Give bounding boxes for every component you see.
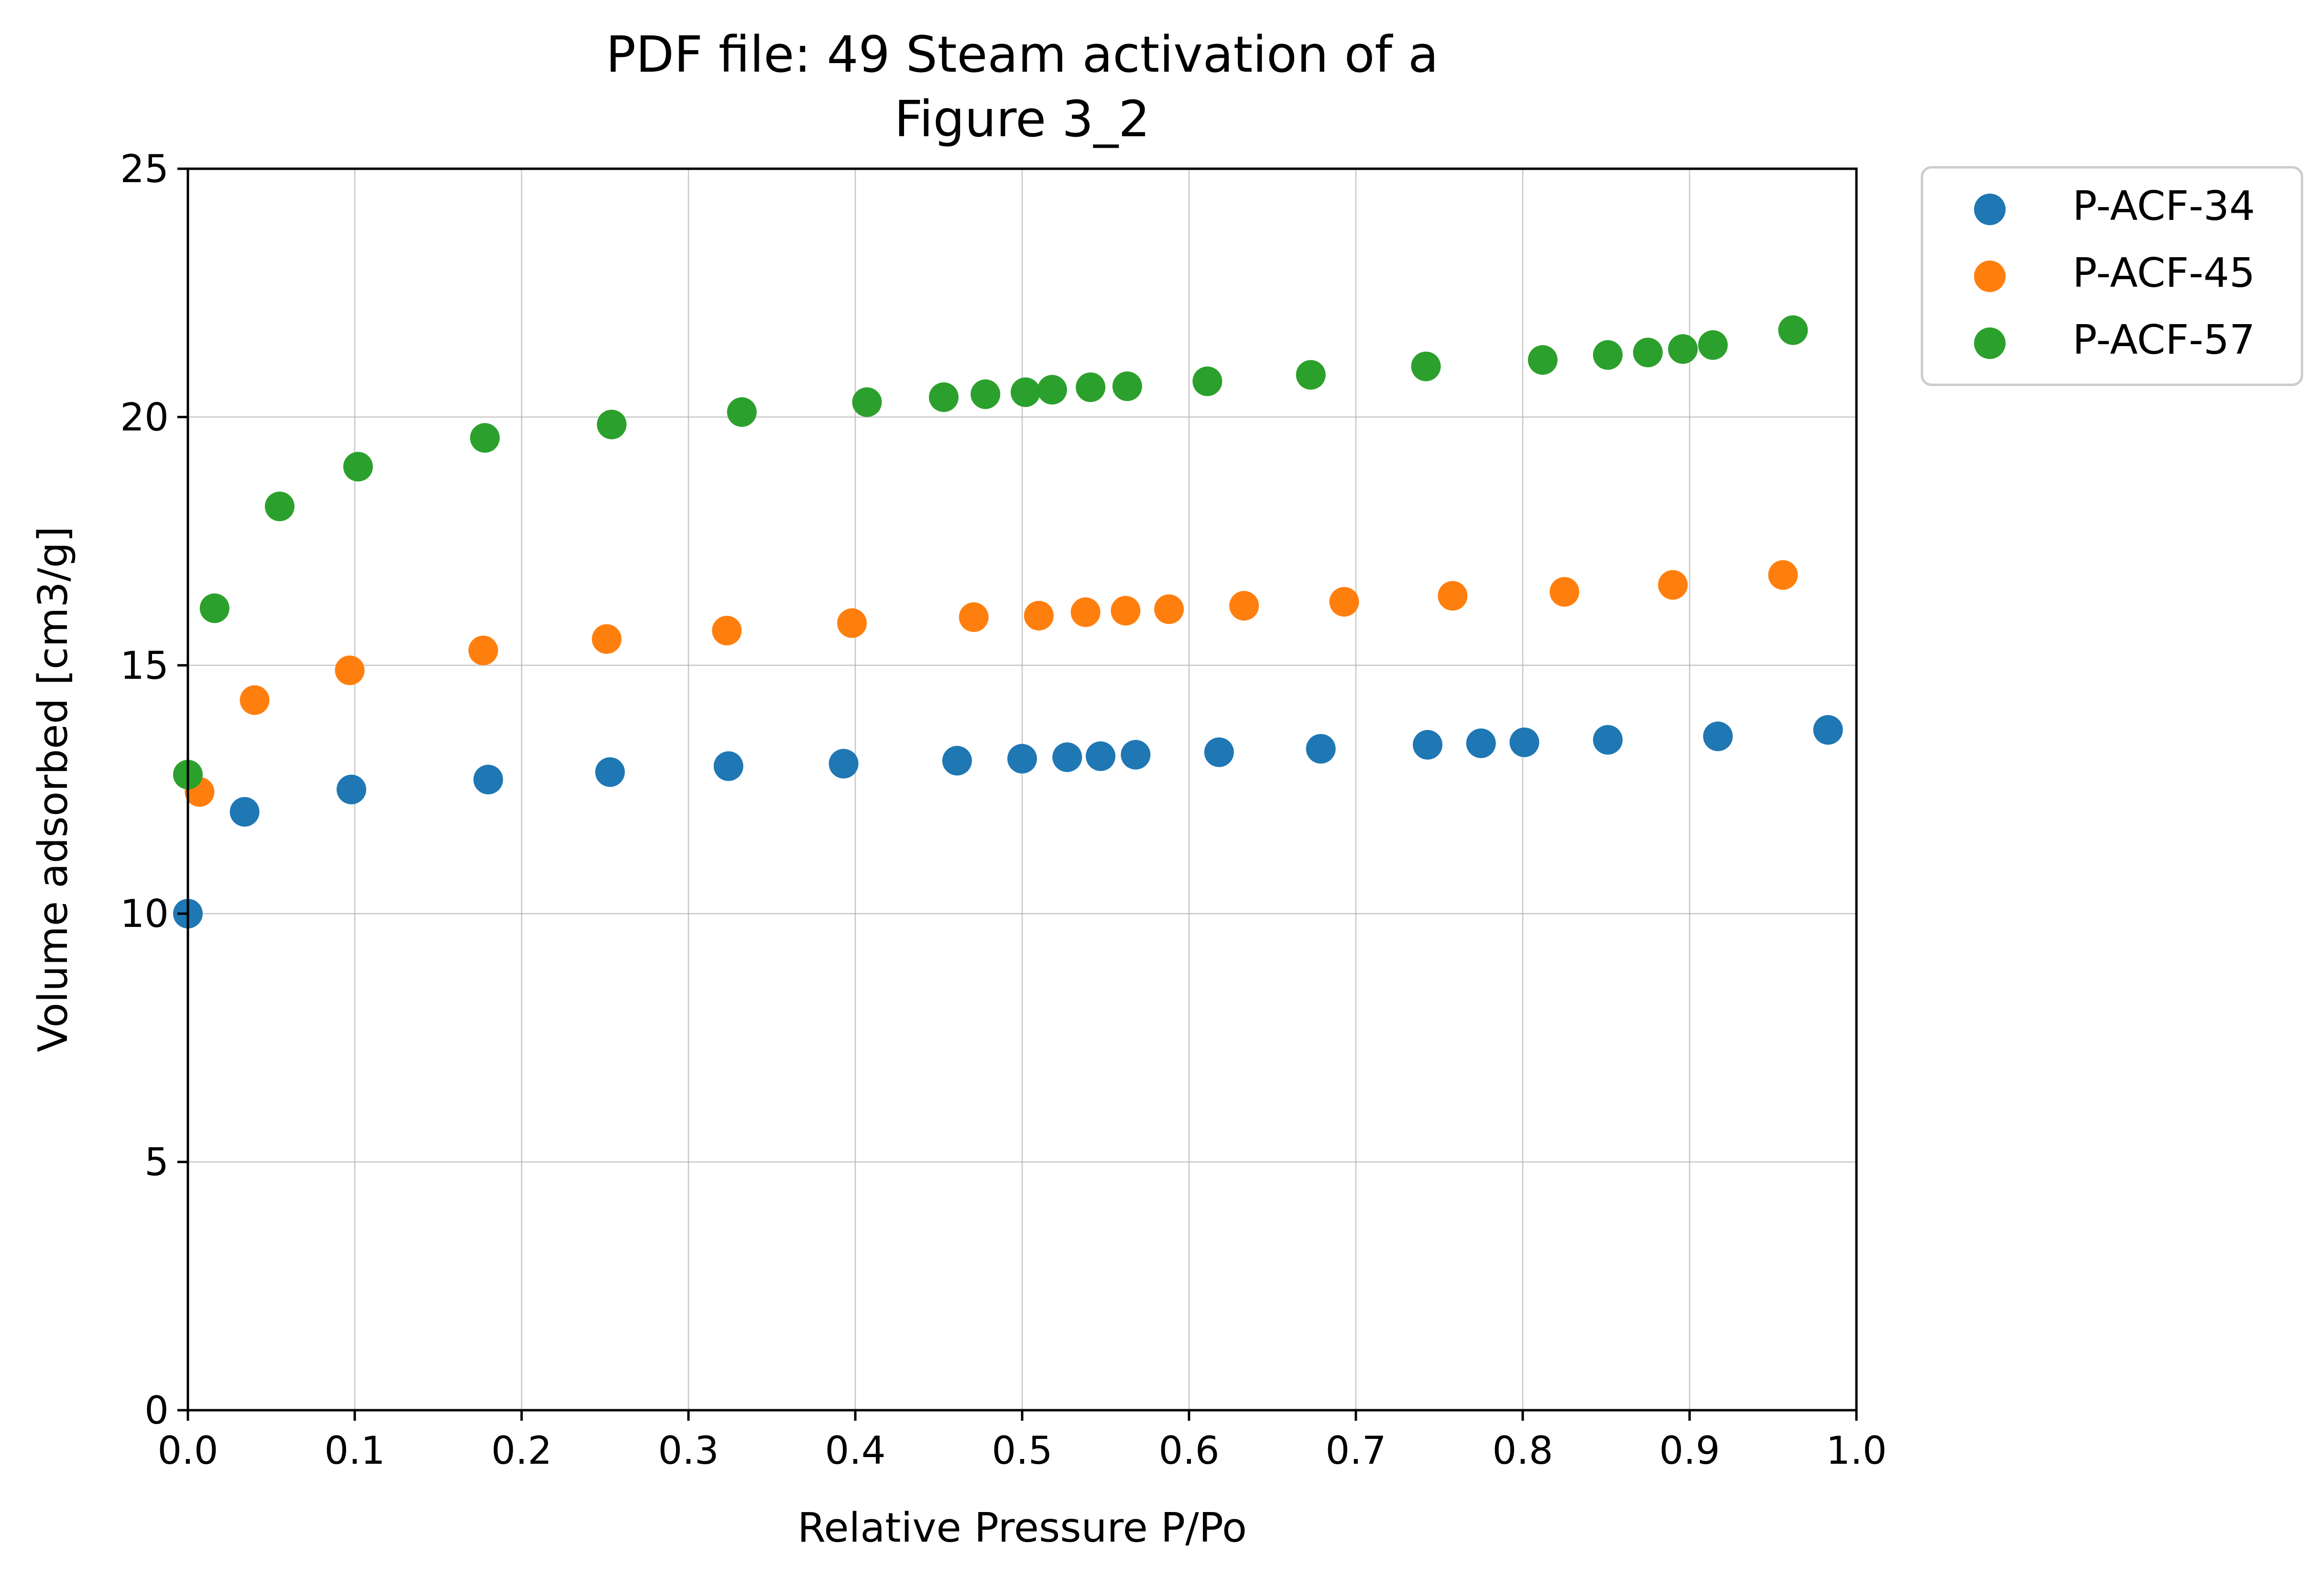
axis-ticks: 0.0 0.1 0.2 0.3 0.4 0.5 0.6 0.7 0.8 0.9 1.0 0 5 10 15 2… <box>120 147 1887 1473</box>
point-p-acf-34 <box>1413 730 1443 760</box>
point-p-acf-34 <box>1007 744 1037 774</box>
y-tick-label: 0 <box>144 1388 169 1433</box>
legend-label-p-acf-57: P-ACF-57 <box>2073 316 2255 364</box>
point-p-acf-57 <box>727 397 757 427</box>
point-p-acf-34 <box>473 764 503 794</box>
point-p-acf-57 <box>1633 337 1663 368</box>
legend-label-p-acf-34: P-ACF-34 <box>2073 183 2255 230</box>
point-p-acf-45 <box>1070 597 1101 627</box>
point-p-acf-34 <box>1121 740 1151 770</box>
y-tick-label: 15 <box>120 643 169 688</box>
point-p-acf-34 <box>1086 741 1116 771</box>
y-tick-label: 10 <box>120 892 169 936</box>
point-p-acf-34 <box>337 774 367 805</box>
point-p-acf-34 <box>1466 728 1496 758</box>
point-p-acf-57 <box>1112 371 1142 401</box>
point-p-acf-34 <box>1204 737 1234 767</box>
x-tick-label: 0.3 <box>658 1428 719 1473</box>
point-p-acf-57 <box>343 452 373 482</box>
point-p-acf-57 <box>1698 330 1728 360</box>
point-p-acf-34 <box>1703 721 1733 751</box>
x-tick-label: 0.6 <box>1158 1428 1219 1473</box>
x-tick-label: 0.2 <box>491 1428 552 1473</box>
point-p-acf-45 <box>1549 577 1580 607</box>
point-p-acf-45 <box>468 635 498 665</box>
point-p-acf-57 <box>1010 377 1040 407</box>
point-p-acf-57 <box>1528 345 1558 375</box>
point-p-acf-57 <box>470 423 500 453</box>
x-tick-label: 0.5 <box>992 1428 1052 1473</box>
x-tick-label: 0.1 <box>324 1428 385 1473</box>
point-p-acf-45 <box>1329 587 1359 617</box>
point-p-acf-34 <box>1052 742 1082 772</box>
point-p-acf-57 <box>1037 375 1067 405</box>
point-p-acf-34 <box>595 757 625 787</box>
point-p-acf-34 <box>713 751 743 781</box>
point-p-acf-34 <box>829 749 859 779</box>
x-tick-label: 1.0 <box>1826 1428 1887 1473</box>
legend: P-ACF-34 P-ACF-45 P-ACF-57 <box>1920 166 2303 386</box>
point-p-acf-45 <box>1768 560 1798 590</box>
point-p-acf-45 <box>1658 570 1688 600</box>
point-p-acf-34 <box>229 797 260 827</box>
point-p-acf-57 <box>597 409 627 439</box>
point-p-acf-57 <box>1076 372 1106 403</box>
x-axis-label: Relative Pressure P/Po <box>797 1504 1247 1552</box>
chart-title-line-1: PDF file: 49 Steam activation of a <box>606 25 1439 84</box>
point-p-acf-57 <box>264 491 295 522</box>
legend-marker-p-acf-45 <box>1974 261 2006 292</box>
y-tick-label: 20 <box>120 395 169 439</box>
point-p-acf-57 <box>1668 334 1698 364</box>
point-p-acf-57 <box>1593 340 1623 370</box>
point-p-acf-57 <box>199 593 229 623</box>
point-p-acf-45 <box>1111 596 1141 626</box>
y-tick-label: 25 <box>120 147 169 191</box>
point-p-acf-34 <box>1813 715 1843 745</box>
point-p-acf-57 <box>1296 360 1326 390</box>
point-p-acf-45 <box>1438 581 1468 611</box>
point-p-acf-34 <box>942 746 972 776</box>
point-p-acf-34 <box>1509 727 1539 757</box>
point-p-acf-45 <box>959 602 989 632</box>
point-p-acf-34 <box>1306 734 1336 764</box>
point-p-acf-57 <box>971 379 1001 409</box>
x-tick-label: 0.7 <box>1325 1428 1386 1473</box>
chart-title-line-2: Figure 3_2 <box>895 90 1150 148</box>
legend-box <box>1920 166 2303 386</box>
x-tick-label: 0.4 <box>825 1428 885 1473</box>
point-p-acf-45 <box>591 624 622 654</box>
point-p-acf-45 <box>1229 591 1259 621</box>
point-p-acf-45 <box>712 616 742 646</box>
y-axis-label: Volume adsorbed [cm3/g] <box>30 526 77 1052</box>
point-p-acf-57 <box>1192 366 1222 396</box>
point-p-acf-45 <box>1024 600 1054 631</box>
point-p-acf-45 <box>240 685 270 715</box>
point-p-acf-45 <box>1154 594 1184 624</box>
point-p-acf-45 <box>837 608 867 638</box>
x-tick-label: 0.9 <box>1659 1428 1720 1473</box>
legend-marker-p-acf-57 <box>1974 327 2006 359</box>
legend-label-p-acf-45: P-ACF-45 <box>2073 250 2255 297</box>
point-p-acf-45 <box>335 655 365 686</box>
data-points <box>173 315 1843 929</box>
point-p-acf-57 <box>928 382 959 412</box>
legend-marker-p-acf-34 <box>1974 194 2006 225</box>
point-p-acf-57 <box>1411 351 1441 381</box>
x-tick-label: 0.8 <box>1492 1428 1553 1473</box>
x-tick-label: 0.0 <box>157 1428 218 1473</box>
point-p-acf-57 <box>852 387 882 417</box>
point-p-acf-34 <box>1593 725 1623 755</box>
point-p-acf-57 <box>1778 315 1808 345</box>
y-tick-label: 5 <box>144 1140 169 1185</box>
